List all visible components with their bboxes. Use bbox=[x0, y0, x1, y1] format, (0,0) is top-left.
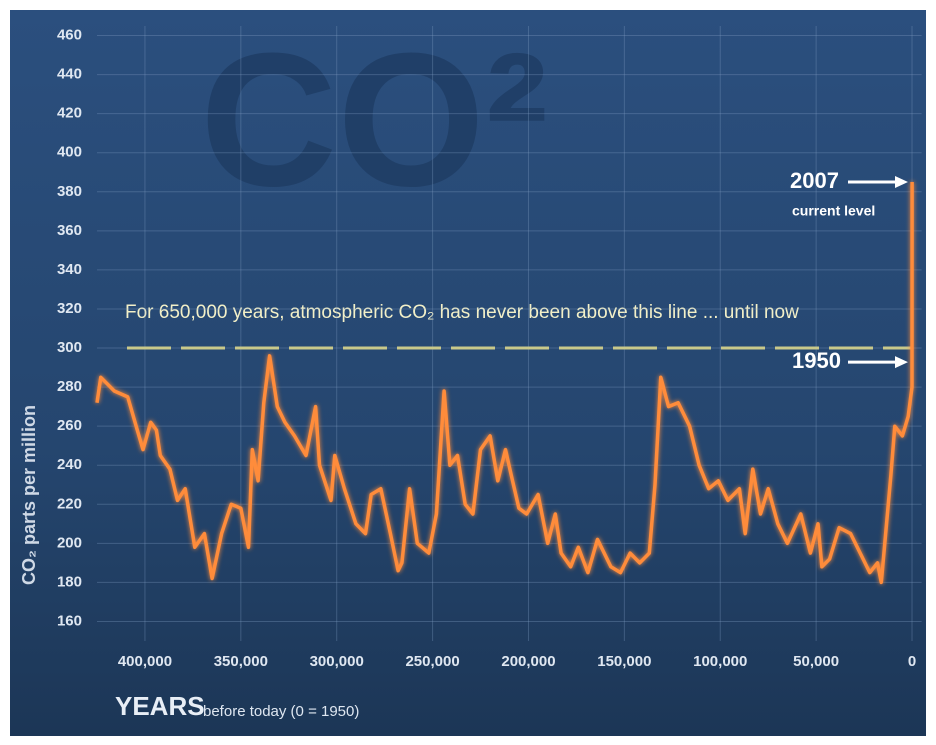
y-tick-label: 260 bbox=[57, 417, 82, 434]
y-tick-label: 440 bbox=[57, 66, 82, 83]
x-tick-label: 0 bbox=[908, 653, 916, 670]
y-tick-label: 220 bbox=[57, 495, 82, 512]
arrow-head bbox=[895, 356, 908, 369]
x-axis-sublabel: before today (0 = 1950) bbox=[203, 703, 359, 720]
x-tick-label: 300,000 bbox=[310, 653, 364, 670]
watermark: CO² bbox=[200, 14, 548, 226]
x-tick-label: 400,000 bbox=[118, 653, 172, 670]
annotation: 2007 bbox=[790, 168, 839, 193]
x-tick-label: 50,000 bbox=[793, 653, 839, 670]
x-tick-label: 350,000 bbox=[214, 653, 268, 670]
x-tick-label: 200,000 bbox=[501, 653, 555, 670]
annotation: current level bbox=[792, 203, 875, 219]
y-tick-label: 380 bbox=[57, 183, 82, 200]
threshold-note: For 650,000 years, atmospheric CO₂ has n… bbox=[125, 302, 799, 323]
annotation: 1950 bbox=[792, 348, 841, 373]
y-tick-label: 360 bbox=[57, 222, 82, 239]
y-axis-label: CO₂ parts per million bbox=[19, 405, 39, 585]
y-tick-label: 300 bbox=[57, 339, 82, 356]
x-tick-label: 100,000 bbox=[693, 653, 747, 670]
y-tick-label: 340 bbox=[57, 261, 82, 278]
y-tick-label: 240 bbox=[57, 456, 82, 473]
y-tick-label: 280 bbox=[57, 378, 82, 395]
y-tick-label: 200 bbox=[57, 534, 82, 551]
y-tick-label: 420 bbox=[57, 105, 82, 122]
x-axis-label: YEARS bbox=[115, 691, 205, 721]
y-tick-label: 400 bbox=[57, 144, 82, 161]
arrow-head bbox=[895, 176, 908, 189]
y-tick-label: 180 bbox=[57, 573, 82, 590]
background bbox=[10, 10, 926, 736]
y-tick-label: 160 bbox=[57, 612, 82, 629]
x-tick-label: 150,000 bbox=[597, 653, 651, 670]
y-tick-label: 320 bbox=[57, 300, 82, 317]
co2-line bbox=[95, 181, 914, 585]
x-tick-label: 250,000 bbox=[405, 653, 459, 670]
y-tick-label: 460 bbox=[57, 27, 82, 44]
